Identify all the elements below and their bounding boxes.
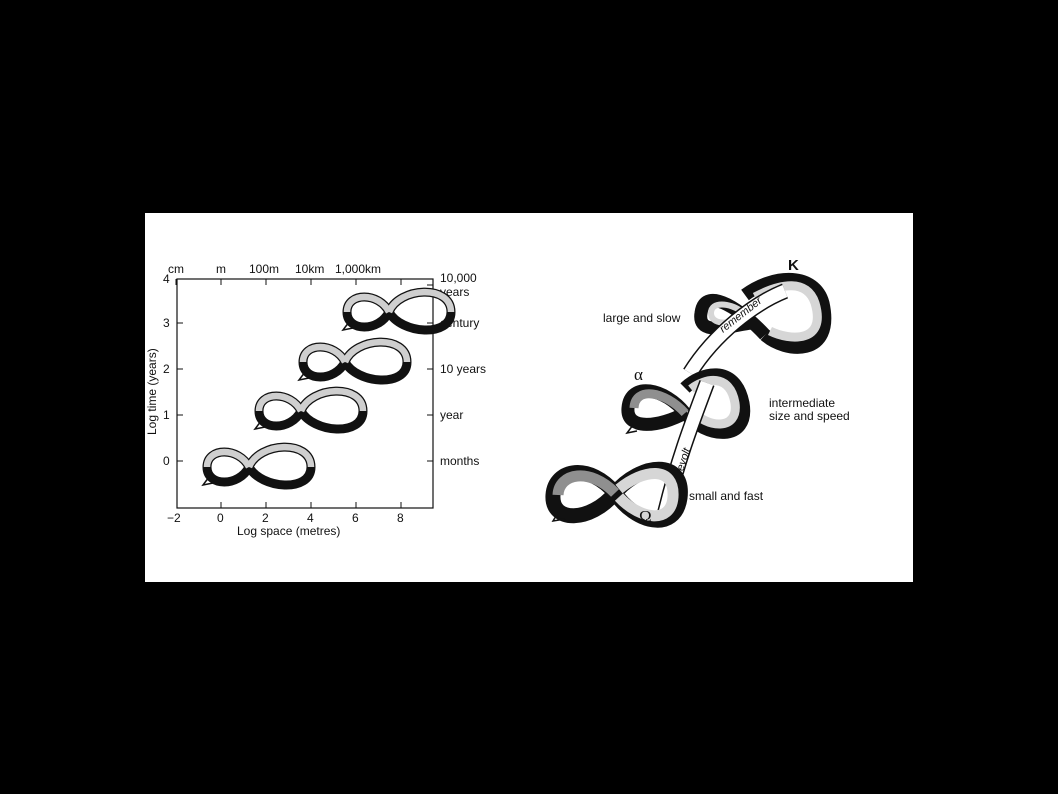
kappa-label: K — [788, 257, 799, 274]
top-label-10km: 10km — [295, 262, 324, 276]
x-tick-0: 0 — [217, 511, 224, 525]
panarchy-diagram: cm m 100m 10km 1,000km 0 1 2 3 4 − — [145, 257, 850, 538]
alpha-label: α — [634, 365, 643, 384]
top-label-m: m — [216, 262, 226, 276]
plot-frame — [176, 278, 434, 509]
small-fast-label: small and fast — [689, 489, 764, 503]
scale-chart: cm m 100m 10km 1,000km 0 1 2 3 4 − — [145, 262, 486, 538]
figure-panel: cm m 100m 10km 1,000km 0 1 2 3 4 − — [145, 213, 913, 582]
right-label-10000: 10,000 — [440, 271, 477, 285]
intermediate-label-2: size and speed — [769, 409, 850, 423]
right-label-10years: 10 years — [440, 362, 486, 376]
adaptive-cycle-loop-icon — [343, 292, 451, 330]
y-tick-2: 2 — [163, 362, 170, 376]
panarchy-cycles: K α Ω large and slow intermediate size a… — [545, 257, 850, 528]
top-label-100m: 100m — [249, 262, 279, 276]
top-label-cm: cm — [168, 262, 184, 276]
intermediate-label-1: intermediate — [769, 396, 835, 410]
x-tick-neg2: −2 — [167, 511, 181, 525]
right-label-year: year — [440, 408, 463, 422]
intermediate-cycle — [621, 368, 751, 439]
small-fast-cycle — [545, 461, 688, 528]
x-tick-4: 4 — [307, 511, 314, 525]
x-tick-6: 6 — [352, 511, 359, 525]
x-tick-8: 8 — [397, 511, 404, 525]
y-tick-3: 3 — [163, 316, 170, 330]
y-axis-label: Log time (years) — [145, 348, 159, 435]
top-label-1000km: 1,000km — [335, 262, 381, 276]
y-tick-4: 4 — [163, 272, 170, 286]
right-label-months: months — [440, 454, 479, 468]
adaptive-cycle-loop-icon — [255, 391, 363, 429]
omega-label: Ω — [639, 507, 652, 526]
y-tick-0: 0 — [163, 454, 170, 468]
x-axis-label: Log space (metres) — [237, 524, 340, 538]
adaptive-cycle-loop-icon — [299, 342, 407, 380]
large-slow-label: large and slow — [603, 311, 681, 325]
adaptive-cycle-loop-icon — [203, 447, 311, 485]
y-tick-1: 1 — [163, 408, 170, 422]
x-tick-2: 2 — [262, 511, 269, 525]
